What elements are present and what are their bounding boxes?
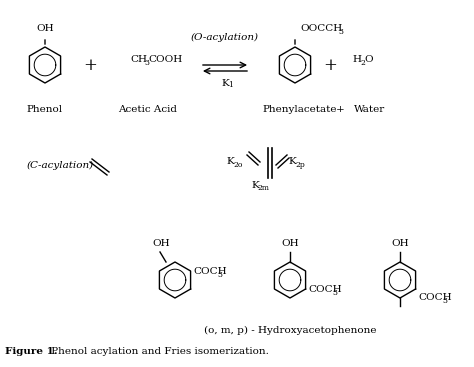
Text: Phenol: Phenol [27,105,63,115]
Text: 2m: 2m [257,184,269,192]
Text: OH: OH [281,239,299,248]
Text: O: O [364,55,373,65]
Text: Phenylacetate: Phenylacetate [263,105,337,115]
Text: OH: OH [391,239,409,248]
Text: +: + [83,57,97,73]
Text: CH: CH [130,55,147,65]
Text: (C-acylation): (C-acylation) [27,160,93,170]
Text: Water: Water [355,105,386,115]
Text: H: H [352,55,361,65]
Text: COCH: COCH [193,268,227,276]
Text: 2: 2 [360,59,365,67]
Text: COOH: COOH [148,55,182,65]
Text: K: K [288,157,296,167]
Text: OOCCH: OOCCH [300,24,342,33]
Text: 1: 1 [228,81,233,89]
Text: (O-acylation): (O-acylation) [191,32,259,41]
Text: 3: 3 [217,271,222,279]
Text: Acetic Acid: Acetic Acid [118,105,177,115]
Text: 2p: 2p [295,161,305,169]
Text: K: K [251,181,259,189]
Text: 3: 3 [442,297,447,305]
Text: COCH: COCH [308,286,342,294]
Text: +: + [336,105,345,115]
Text: OH: OH [152,239,170,248]
Text: Figure 1.: Figure 1. [5,348,58,356]
Text: K: K [221,79,229,87]
Text: COCH: COCH [418,294,452,302]
Text: +: + [323,57,337,73]
Text: OH: OH [36,24,54,33]
Text: 3: 3 [338,28,343,36]
Text: (o, m, p) - Hydroxyacetophenone: (o, m, p) - Hydroxyacetophenone [204,326,376,335]
Text: 2o: 2o [233,161,243,169]
Text: K: K [226,157,234,167]
Text: 3: 3 [144,59,149,67]
Text: 3: 3 [332,289,337,297]
Text: Phenol acylation and Fries isomerization.: Phenol acylation and Fries isomerization… [48,348,269,356]
